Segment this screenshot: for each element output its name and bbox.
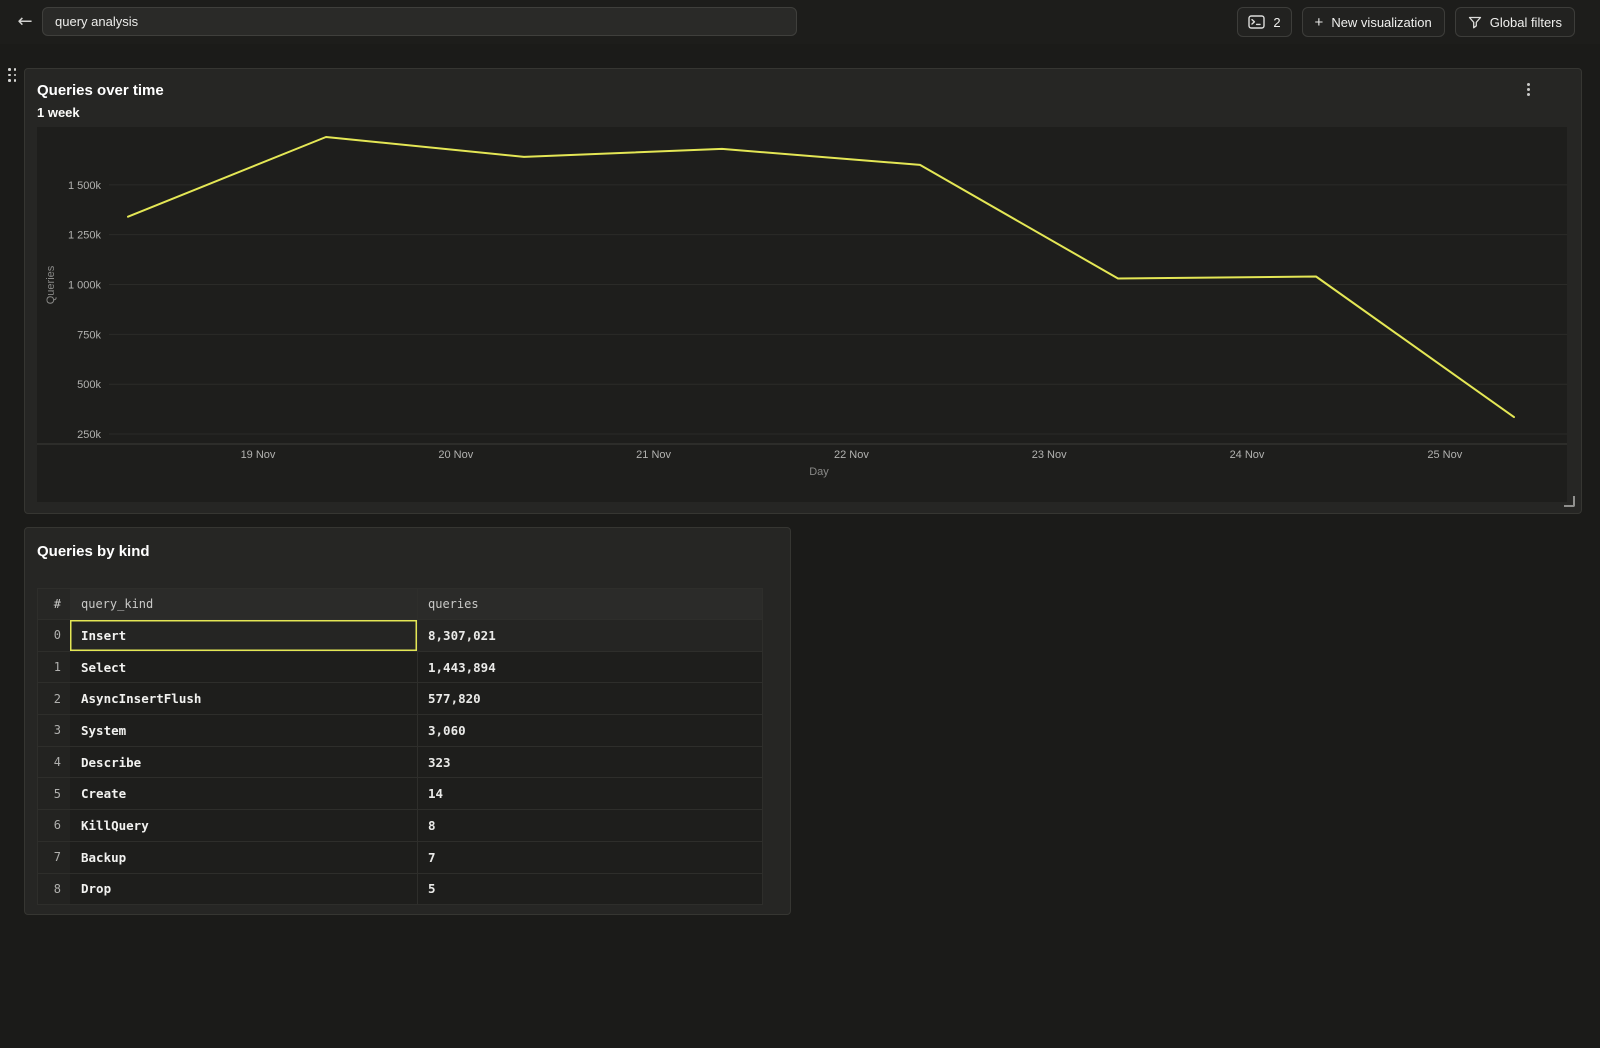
- table-row: 1 Select 1,443,894: [38, 650, 762, 683]
- y-tick-label: 1 250k: [68, 230, 102, 242]
- row-index: 2: [38, 683, 70, 715]
- queries-value-cell[interactable]: 577,820: [417, 683, 762, 715]
- table-row: 2 AsyncInsertFlush 577,820: [38, 682, 762, 715]
- global-filters-label: Global filters: [1489, 14, 1562, 30]
- column-header-query_kind[interactable]: query_kind: [70, 589, 417, 619]
- query-kind-cell[interactable]: Describe: [70, 746, 417, 778]
- queries-line-series: [127, 136, 1515, 419]
- panel-drag-handle[interactable]: [8, 68, 21, 83]
- chart-plot-area: 250k 500k 750k 1 000k 1 250k 1 500k 19 Nov 20 N…: [37, 127, 1567, 502]
- query-kind-cell[interactable]: Insert: [70, 620, 417, 651]
- filter-funnel-icon: [1468, 16, 1481, 28]
- queries-value-cell[interactable]: 8,307,021: [417, 620, 762, 651]
- kebab-icon: [1526, 82, 1530, 86]
- row-index: 3: [38, 715, 70, 746]
- new-visualization-label: New visualization: [1331, 14, 1432, 30]
- queries-value-cell[interactable]: 8: [417, 810, 762, 841]
- table-row: 6 KillQuery 8: [38, 809, 762, 841]
- x-tick-label: 23 Nov: [1032, 449, 1067, 461]
- row-index: 1: [38, 651, 70, 683]
- table-row: 4 Describe 323: [38, 745, 762, 778]
- row-index: 6: [38, 810, 70, 841]
- queries-over-time-chart: 250k 500k 750k 1 000k 1 250k 1 500k 19 Nov 20 N…: [37, 136, 1567, 478]
- topbar-actions: 2 + New visualization Global filters: [1237, 7, 1575, 37]
- queries-by-kind-table: # query_kind queries 0 Insert 8,307,021 1 Sele…: [37, 588, 763, 906]
- table-row: 0 Insert 8,307,021: [38, 619, 762, 651]
- queries-value-cell[interactable]: 3,060: [417, 715, 762, 746]
- panel-resize-handle[interactable]: [1564, 496, 1575, 507]
- back-arrow-icon: ←: [17, 11, 33, 32]
- row-index: 7: [38, 841, 70, 873]
- row-index: 5: [38, 778, 70, 810]
- table-row: 7 Backup 7: [38, 840, 762, 873]
- x-tick-label: 21 Nov: [636, 449, 671, 461]
- query-kind-cell[interactable]: Drop: [70, 873, 417, 905]
- topbar: ← 2 + New visualization Global filters: [0, 0, 1600, 44]
- queries-value-cell[interactable]: 1,443,894: [417, 651, 762, 683]
- query-kind-cell[interactable]: System: [70, 715, 417, 746]
- queries-value-cell[interactable]: 14: [417, 778, 762, 810]
- global-filters-button[interactable]: Global filters: [1454, 7, 1575, 37]
- queries-value-cell[interactable]: 7: [417, 841, 762, 873]
- row-index: 0: [38, 620, 70, 651]
- table-panel-title: Queries by kind: [37, 543, 150, 560]
- query-kind-cell[interactable]: Select: [70, 651, 417, 683]
- board-title-input[interactable]: [42, 7, 797, 36]
- column-header-index[interactable]: #: [38, 589, 70, 619]
- x-tick-label: 20 Nov: [438, 449, 473, 461]
- table-panel-queries-by-kind: Queries by kind # query_kind queries 0 Inse…: [24, 527, 791, 915]
- y-tick-label: 1 500k: [68, 180, 102, 192]
- table-row: 3 System 3,060: [38, 714, 762, 746]
- chart-panel-title: Queries over time: [37, 82, 164, 99]
- y-tick-label: 500k: [77, 379, 101, 391]
- x-tick-label: 25 Nov: [1427, 449, 1462, 461]
- y-axis-title: Queries: [45, 265, 57, 304]
- panel-menu-button[interactable]: [1519, 79, 1537, 99]
- query-kind-cell[interactable]: Backup: [70, 841, 417, 873]
- y-tick-label: 250k: [77, 429, 101, 441]
- console-count-label: 2: [1273, 14, 1281, 30]
- new-visualization-button[interactable]: + New visualization: [1301, 7, 1445, 37]
- row-index: 8: [38, 873, 70, 905]
- query-kind-cell[interactable]: Create: [70, 778, 417, 810]
- terminal-icon: [1248, 15, 1266, 29]
- console-count-button[interactable]: 2: [1237, 7, 1292, 37]
- plus-icon: +: [1314, 13, 1324, 31]
- queries-value-cell[interactable]: 323: [417, 746, 762, 778]
- x-tick-label: 24 Nov: [1230, 449, 1265, 461]
- chart-panel-queries-over-time: Queries over time 1 week 250k 500k 750k 1 0…: [24, 68, 1582, 514]
- table-row: 8 Drop 5: [38, 872, 762, 905]
- query-kind-cell[interactable]: KillQuery: [70, 810, 417, 841]
- query-kind-cell[interactable]: AsyncInsertFlush: [70, 683, 417, 715]
- column-header-queries[interactable]: queries: [417, 589, 762, 619]
- chart-panel-subtitle: 1 week: [37, 105, 80, 120]
- row-index: 4: [38, 746, 70, 778]
- x-tick-label: 22 Nov: [834, 449, 869, 461]
- table-header-row: # query_kind queries: [38, 589, 762, 619]
- y-tick-label: 750k: [77, 329, 101, 341]
- queries-value-cell[interactable]: 5: [417, 873, 762, 905]
- y-tick-label: 1 000k: [68, 280, 102, 292]
- x-tick-label: 19 Nov: [241, 449, 276, 461]
- table-row: 5 Create 14: [38, 777, 762, 810]
- x-axis-title: Day: [809, 466, 829, 478]
- back-button[interactable]: ←: [12, 10, 38, 34]
